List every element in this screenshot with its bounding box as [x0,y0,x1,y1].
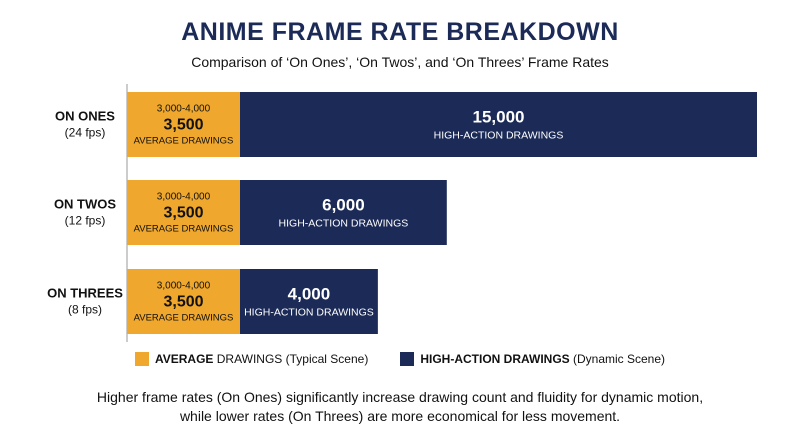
high-action-value-label: 4,000 [288,285,331,304]
legend-swatch-average [134,352,149,366]
category-label: ON ONES [55,109,115,124]
bar-high-action [240,92,757,157]
chart-subtitle: Comparison of ‘On Ones’, ‘On Twos’, and … [191,54,609,70]
average-caption-label: AVERAGE DRAWINGS [134,313,234,324]
average-value-label: 3,500 [163,117,203,134]
average-range-label: 3,000-4,000 [157,192,211,203]
category-fps-label: (24 fps) [65,126,106,140]
legend-label-average: AVERAGE DRAWINGS (Typical Scene) [154,352,369,366]
stacked-bar-chart: ON ONES (24 fps) 3,000-4,000 3,500 AVERAGE D… [47,84,757,342]
high-action-caption-label: HIGH-ACTION DRAWINGS [244,307,374,319]
chart-title: ANIME FRAME RATE BREAKDOWN [181,18,619,46]
category-label: ON THREES [47,286,123,301]
legend-swatch-high-action [400,352,415,366]
category-fps-label: (8 fps) [68,303,102,317]
bar-average [127,269,240,334]
footer-note: Higher frame rates (On Ones) significant… [30,388,770,426]
average-caption-label: AVERAGE DRAWINGS [134,136,234,147]
average-caption-label: AVERAGE DRAWINGS [134,224,234,235]
high-action-value-label: 6,000 [322,196,365,215]
average-range-label: 3,000-4,000 [157,281,211,292]
average-value-label: 3,500 [163,294,203,311]
footer-line-2: while lower rates (On Threes) are more e… [179,408,621,424]
category-label: ON TWOS [54,197,116,212]
bar-average [127,92,240,157]
average-range-label: 3,000-4,000 [157,104,211,115]
legend-item-high-action: HIGH-ACTION DRAWINGS (Dynamic Scene) [400,352,665,366]
bar-high-action [240,180,447,245]
legend: AVERAGE DRAWINGS (Typical Scene) HIGH-AC… [0,352,800,366]
bar-high-action [240,269,378,334]
legend-item-average: AVERAGE DRAWINGS (Typical Scene) [134,352,369,366]
category-fps-label: (12 fps) [65,214,106,228]
high-action-value-label: 15,000 [473,108,525,127]
high-action-caption-label: HIGH-ACTION DRAWINGS [434,130,564,142]
legend-label-high-action: HIGH-ACTION DRAWINGS (Dynamic Scene) [420,352,666,366]
footer-line-1: Higher frame rates (On Ones) significant… [96,389,704,405]
high-action-caption-label: HIGH-ACTION DRAWINGS [279,218,409,230]
bar-average [127,180,240,245]
average-value-label: 3,500 [163,205,203,222]
